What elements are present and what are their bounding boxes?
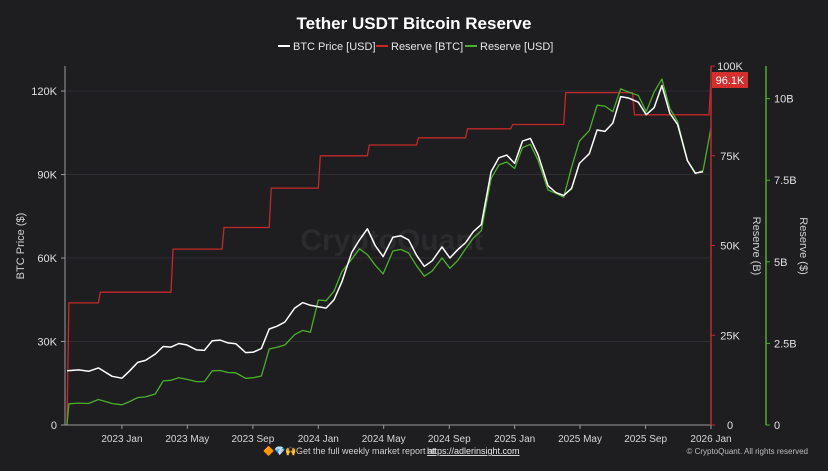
axes: 0 30K 60K 90K 120K 0 25K 50K 75K 100K 0 2.5B 5B 7.5B 1… xyxy=(31,61,796,445)
x-tick-label: 2025 May xyxy=(558,434,602,445)
y-tick-label-usd: 5B xyxy=(774,257,787,269)
x-tick-label: 2024 May xyxy=(362,434,406,445)
footer-promo-text: Get the full weekly market report at xyxy=(296,446,436,456)
y-tick-label-btc: 75K xyxy=(720,151,740,163)
y-axis-label-usd: Reserve ($) xyxy=(797,217,809,274)
legend-label: Reserve [USD] xyxy=(480,41,553,53)
y-tick-label-btc: 25K xyxy=(720,330,740,342)
y-axis-label-btc: Reserve (B) xyxy=(750,217,762,276)
copyright: © CryptoQuant. All rights reserved xyxy=(687,447,809,456)
y-axis-label-price: BTC Price ($) xyxy=(15,213,27,280)
x-tick-label: 2025 Jan xyxy=(494,434,535,445)
footer-link[interactable]: https://adlerinsight.com xyxy=(427,446,520,456)
series-line-btc-price-usd xyxy=(66,84,704,379)
chart-title: Tether USDT Bitcoin Reserve xyxy=(297,14,532,33)
x-tick-label: 2023 May xyxy=(165,434,209,445)
legend-label: BTC Price [USD] xyxy=(293,41,376,53)
last-value-badge xyxy=(712,72,748,89)
y-tick-label-price: 90K xyxy=(37,170,57,182)
x-tick-label: 2024 Jan xyxy=(298,434,339,445)
y-tick-label-usd: 7.5B xyxy=(774,175,797,187)
y-tick-label-usd: 2.5B xyxy=(774,338,797,350)
y-tick-label-price: 60K xyxy=(37,253,57,265)
x-tick-label: 2025 Sep xyxy=(624,434,667,445)
grid xyxy=(65,90,711,343)
x-tick-label: 2023 Jan xyxy=(101,434,142,445)
footer-emoji: 🔶💎🙌 xyxy=(263,445,297,456)
series-line-reserve-btc xyxy=(66,79,712,426)
y-tick-label-btc: 0 xyxy=(727,420,733,432)
x-tick-label: 2024 Sep xyxy=(428,434,471,445)
y-tick-label-price: 30K xyxy=(37,337,57,349)
x-tick-label: 2023 Sep xyxy=(231,434,274,445)
legend-label: Reserve [BTC] xyxy=(391,41,463,53)
y-tick-label-btc: 50K xyxy=(720,241,740,253)
y-tick-label-price: 120K xyxy=(31,86,57,98)
y-tick-label-btc: 100K xyxy=(717,61,743,73)
series-line-reserve-usd xyxy=(66,78,712,426)
series-group xyxy=(66,78,712,426)
footer: 🔶💎🙌 Get the full weekly market report at… xyxy=(263,445,808,456)
last-value-label: 96.1K xyxy=(716,75,745,87)
last-value-marker: 96.1K xyxy=(712,72,748,89)
y-tick-label-usd: 10B xyxy=(774,94,794,106)
y-tick-label-price: 0 xyxy=(51,420,57,432)
x-tick-label: 2026 Jan xyxy=(690,434,731,445)
y-tick-label-usd: 0 xyxy=(774,420,780,432)
legend: BTC Price [USD] Reserve [BTC] Reserve [USD… xyxy=(278,41,553,53)
